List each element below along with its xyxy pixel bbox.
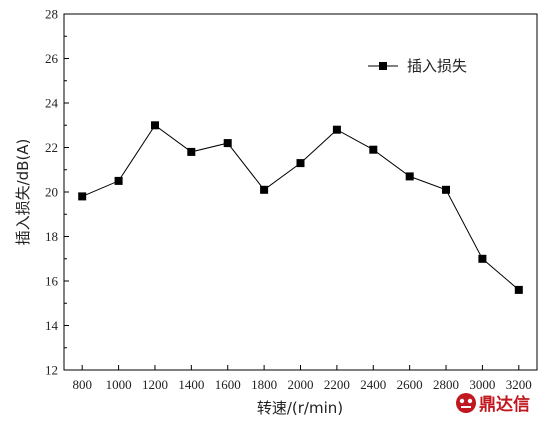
watermark-logo: 鼎达信	[456, 393, 530, 415]
legend: 插入损失	[368, 57, 467, 75]
legend-label: 插入损失	[407, 57, 467, 75]
y-tick-label: 16	[45, 274, 59, 289]
x-tick-label: 1600	[215, 377, 241, 392]
x-axis-title: 转速/(r/min)	[257, 399, 343, 417]
x-tick-label: 1000	[106, 377, 132, 392]
series-markers	[78, 121, 523, 294]
y-tick-label: 20	[45, 185, 58, 200]
data-point	[114, 176, 123, 185]
x-axis: 800 1000 1200 1400 1600 1800 2000 2200 2400 2600 2…	[72, 365, 532, 392]
data-point	[442, 185, 450, 194]
legend-marker	[379, 62, 387, 70]
y-tick-label: 18	[45, 229, 58, 244]
x-tick-label: 2600	[397, 377, 423, 392]
x-tick-label: 1200	[142, 377, 168, 392]
data-point	[223, 139, 232, 148]
y-tick-label: 12	[45, 363, 58, 378]
data-point	[332, 125, 341, 134]
y-tick-label: 22	[45, 140, 58, 155]
y-tick-label: 26	[45, 51, 59, 66]
x-tick-label: 2400	[360, 377, 386, 392]
watermark-text: 鼎达信	[479, 394, 530, 415]
data-point	[405, 172, 414, 181]
x-tick-label: 2000	[288, 377, 314, 392]
y-axis-title: 插入损失/dB(A)	[14, 139, 32, 246]
x-tick-label: 800	[72, 377, 92, 392]
x-tick-label: 3000	[469, 377, 495, 392]
y-tick-label: 24	[45, 96, 59, 111]
data-point	[478, 254, 487, 263]
x-tick-label: 1400	[178, 377, 204, 392]
x-tick-label: 2800	[433, 377, 459, 392]
data-point	[369, 145, 378, 154]
y-tick-label: 28	[45, 7, 58, 22]
watermark-icon	[456, 393, 476, 413]
data-point	[151, 121, 159, 130]
data-point	[260, 185, 269, 194]
x-tick-label: 1800	[251, 377, 277, 392]
y-tick-label: 14	[45, 318, 59, 333]
y-axis: 12 14 16 18 20 22 24 26 28	[45, 7, 69, 378]
data-point	[78, 192, 87, 201]
series-line-insertion-loss	[82, 124, 520, 291]
x-tick-label: 3200	[506, 377, 532, 392]
data-point	[514, 285, 523, 294]
data-point	[187, 147, 196, 156]
data-point	[296, 159, 305, 168]
x-tick-label: 2200	[324, 377, 350, 392]
